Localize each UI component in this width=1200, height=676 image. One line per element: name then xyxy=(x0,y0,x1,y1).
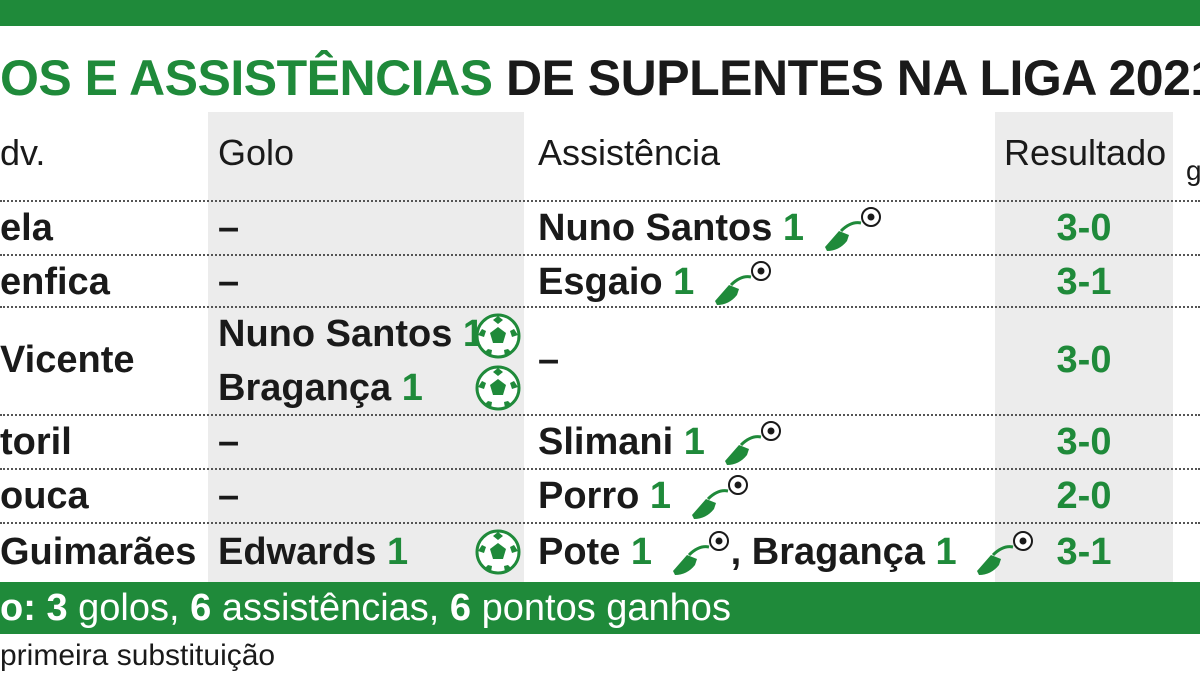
row-3-golo-1: Nuno Santos 1 xyxy=(218,308,484,360)
row-1-adversario: ela xyxy=(0,207,53,249)
goal-player: Nuno Santos xyxy=(218,313,453,355)
row-2-result: 3-1 xyxy=(1056,261,1112,303)
boot-kick-icon xyxy=(691,474,748,519)
assist-count: 1 xyxy=(673,261,695,303)
row-6-assist: Pote 1 , Bragança 1 xyxy=(538,526,1035,578)
row-2-golo: – xyxy=(218,261,240,303)
assist-player: Slimani xyxy=(538,421,674,463)
title-green: OS E ASSISTÊNCIAS xyxy=(0,50,493,106)
goal-count: 1 xyxy=(386,531,409,573)
row-3-result: 3-0 xyxy=(1056,339,1112,381)
summary-text: o: 3 golos, 6 assistências, 6 pontos gan… xyxy=(0,582,731,634)
row-1-assist: Nuno Santos 1 xyxy=(538,202,883,254)
row-divider xyxy=(0,306,1200,308)
footnote: primeira substituição xyxy=(0,639,276,672)
header-resultado: Resultado xyxy=(1004,132,1167,173)
header-golo: Golo xyxy=(218,132,295,173)
row-divider xyxy=(0,254,1200,256)
row-4-result: 3-0 xyxy=(1056,421,1112,463)
summary-assist-label: assistências, xyxy=(221,587,440,629)
summary-golos-label: golos, xyxy=(78,587,180,629)
boot-kick-icon xyxy=(725,420,782,465)
top-green-bar xyxy=(0,0,1200,26)
row-divider xyxy=(0,522,1200,524)
goal-count: 1 xyxy=(401,367,423,409)
boot-kick-icon xyxy=(977,530,1034,575)
row-1-result: 3-0 xyxy=(1056,207,1112,249)
row-4-adversario: toril xyxy=(0,421,72,463)
row-divider xyxy=(0,200,1200,202)
assist-count: 1 xyxy=(630,531,653,573)
page-title: OS E ASSISTÊNCIAS DE SUPLENTES NA LIGA 2… xyxy=(0,40,1200,116)
assist-count: 1 xyxy=(649,475,672,517)
assist-count: 1 xyxy=(782,207,805,249)
summary-bar xyxy=(0,582,1200,634)
boot-kick-icon xyxy=(824,206,881,251)
assist-player: Bragança xyxy=(751,531,925,573)
summary-assist-num: 6 xyxy=(190,587,212,629)
assist-count: 1 xyxy=(935,531,957,573)
summary-lead: o: xyxy=(0,587,36,629)
row-5-golo: – xyxy=(218,475,240,517)
assist-player: Esgaio xyxy=(538,261,663,303)
assist-player: Porro xyxy=(538,475,640,517)
boot-kick-icon xyxy=(714,260,771,305)
row-4-golo: – xyxy=(218,421,240,463)
assist-player: Nuno Santos xyxy=(538,207,773,249)
assist-separator: , xyxy=(730,531,752,573)
header-assistencia: Assistência xyxy=(538,132,721,173)
row-divider xyxy=(0,414,1200,416)
row-2-adversario: enfica xyxy=(0,261,110,303)
row-divider xyxy=(0,468,1200,470)
row-5-result: 2-0 xyxy=(1056,475,1112,517)
row-3-adversario: Vicente xyxy=(0,339,135,381)
row-5-adversario: ouca xyxy=(0,475,89,517)
boot-kick-icon xyxy=(672,530,729,575)
row-1-golo: – xyxy=(218,207,240,249)
row-3-assist: – xyxy=(538,339,560,381)
summary-pontos-label: pontos ganhos xyxy=(481,587,731,629)
soccer-ball-icon xyxy=(475,365,521,411)
row-6-adversario: Guimarães xyxy=(0,531,197,573)
header-extra: g xyxy=(1186,155,1200,186)
golo-column-shade xyxy=(208,112,524,582)
row-3-golo-2: Bragança 1 xyxy=(218,362,423,414)
summary-golos-num: 3 xyxy=(46,587,68,629)
row-2-assist: Esgaio 1 xyxy=(538,256,773,308)
assist-count: 1 xyxy=(683,421,705,463)
soccer-ball-icon xyxy=(475,313,521,359)
title-black: DE SUPLENTES NA LIGA 2021/ xyxy=(505,50,1200,106)
row-6-result: 3-1 xyxy=(1056,531,1112,573)
goal-player: Bragança xyxy=(218,367,392,409)
result-column-shade xyxy=(995,112,1173,582)
row-4-assist: Slimani 1 xyxy=(538,416,783,468)
row-5-assist: Porro 1 xyxy=(538,470,750,522)
row-6-golo: Edwards 1 xyxy=(218,526,408,578)
summary-pontos-num: 6 xyxy=(449,587,472,629)
assist-player: Pote xyxy=(538,531,621,573)
soccer-ball-icon xyxy=(475,529,521,575)
goal-player: Edwards xyxy=(218,531,377,573)
header-adversario: dv. xyxy=(0,132,46,173)
